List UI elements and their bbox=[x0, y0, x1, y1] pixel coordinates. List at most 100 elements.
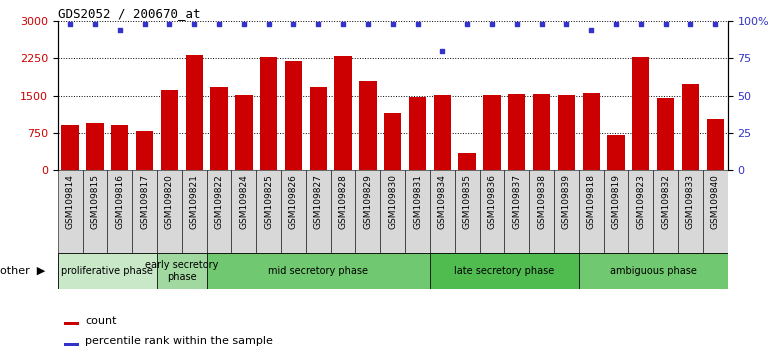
Bar bbox=[157, 253, 206, 289]
Bar bbox=[678, 170, 703, 253]
Bar bbox=[310, 87, 327, 170]
Bar bbox=[330, 170, 356, 253]
Bar bbox=[107, 170, 132, 253]
Bar bbox=[628, 170, 653, 253]
Bar bbox=[508, 94, 525, 170]
Bar bbox=[681, 84, 699, 170]
Bar bbox=[554, 170, 579, 253]
Bar bbox=[707, 119, 724, 170]
Text: proliferative phase: proliferative phase bbox=[62, 266, 153, 276]
Text: GSM109817: GSM109817 bbox=[140, 174, 149, 229]
Point bbox=[561, 21, 573, 27]
Text: mid secretory phase: mid secretory phase bbox=[268, 266, 368, 276]
Bar bbox=[136, 131, 153, 170]
Point bbox=[89, 21, 101, 27]
Point bbox=[337, 21, 350, 27]
Text: GSM109833: GSM109833 bbox=[686, 174, 695, 229]
Text: GSM109823: GSM109823 bbox=[636, 174, 645, 229]
Point bbox=[436, 48, 448, 54]
Point bbox=[163, 21, 176, 27]
Bar bbox=[409, 97, 427, 170]
Point bbox=[685, 21, 697, 27]
Text: GSM109838: GSM109838 bbox=[537, 174, 546, 229]
Bar bbox=[62, 125, 79, 170]
Text: GSM109834: GSM109834 bbox=[438, 174, 447, 229]
Text: GSM109820: GSM109820 bbox=[165, 174, 174, 229]
Point bbox=[263, 21, 275, 27]
Point bbox=[511, 21, 523, 27]
Bar bbox=[235, 95, 253, 170]
Text: GSM109819: GSM109819 bbox=[611, 174, 621, 229]
Text: GSM109830: GSM109830 bbox=[388, 174, 397, 229]
Point bbox=[287, 21, 300, 27]
Bar bbox=[582, 93, 600, 170]
Bar bbox=[604, 170, 628, 253]
Bar bbox=[405, 170, 430, 253]
Bar bbox=[65, 343, 79, 346]
Text: GSM109826: GSM109826 bbox=[289, 174, 298, 229]
Text: GSM109829: GSM109829 bbox=[363, 174, 373, 229]
Bar bbox=[260, 57, 277, 170]
Text: GSM109821: GSM109821 bbox=[189, 174, 199, 229]
Bar bbox=[285, 61, 302, 170]
Bar bbox=[58, 170, 82, 253]
Text: GSM109831: GSM109831 bbox=[413, 174, 422, 229]
Bar bbox=[359, 81, 377, 170]
Text: GSM109827: GSM109827 bbox=[313, 174, 323, 229]
Text: early secretory
phase: early secretory phase bbox=[145, 260, 219, 282]
Bar bbox=[579, 253, 728, 289]
Bar bbox=[182, 170, 206, 253]
Point bbox=[213, 21, 225, 27]
Bar bbox=[384, 113, 401, 170]
Bar bbox=[480, 170, 504, 253]
Point bbox=[659, 21, 671, 27]
Text: count: count bbox=[85, 315, 117, 326]
Point bbox=[238, 21, 250, 27]
Point bbox=[486, 21, 498, 27]
Point bbox=[188, 21, 200, 27]
Bar bbox=[86, 123, 104, 170]
Point bbox=[114, 27, 126, 33]
Bar bbox=[206, 170, 232, 253]
Text: GSM109828: GSM109828 bbox=[339, 174, 347, 229]
Text: GSM109815: GSM109815 bbox=[90, 174, 99, 229]
Bar bbox=[356, 170, 380, 253]
Point bbox=[139, 21, 151, 27]
Bar bbox=[533, 94, 551, 170]
Bar bbox=[703, 170, 728, 253]
Bar bbox=[653, 170, 678, 253]
Text: GSM109832: GSM109832 bbox=[661, 174, 670, 229]
Bar bbox=[65, 322, 79, 325]
Bar bbox=[306, 170, 330, 253]
Bar bbox=[504, 170, 529, 253]
Bar bbox=[157, 170, 182, 253]
Bar bbox=[206, 253, 430, 289]
Text: other  ▶: other ▶ bbox=[0, 266, 45, 276]
Point bbox=[312, 21, 324, 27]
Bar bbox=[529, 170, 554, 253]
Bar bbox=[632, 57, 649, 170]
Text: GSM109822: GSM109822 bbox=[215, 174, 223, 229]
Bar bbox=[608, 135, 624, 170]
Bar bbox=[281, 170, 306, 253]
Bar bbox=[186, 55, 203, 170]
Bar bbox=[111, 125, 129, 170]
Bar bbox=[132, 170, 157, 253]
Point bbox=[610, 21, 622, 27]
Bar bbox=[458, 153, 476, 170]
Point bbox=[709, 21, 721, 27]
Point bbox=[535, 21, 547, 27]
Bar bbox=[430, 170, 455, 253]
Bar bbox=[334, 56, 352, 170]
Text: GSM109840: GSM109840 bbox=[711, 174, 720, 229]
Text: GSM109818: GSM109818 bbox=[587, 174, 596, 229]
Text: GSM109816: GSM109816 bbox=[116, 174, 124, 229]
Text: GSM109837: GSM109837 bbox=[512, 174, 521, 229]
Point bbox=[585, 27, 598, 33]
Text: GSM109836: GSM109836 bbox=[487, 174, 497, 229]
Text: GSM109814: GSM109814 bbox=[65, 174, 75, 229]
Bar bbox=[58, 253, 157, 289]
Bar bbox=[232, 170, 256, 253]
Text: ambiguous phase: ambiguous phase bbox=[610, 266, 697, 276]
Bar bbox=[380, 170, 405, 253]
